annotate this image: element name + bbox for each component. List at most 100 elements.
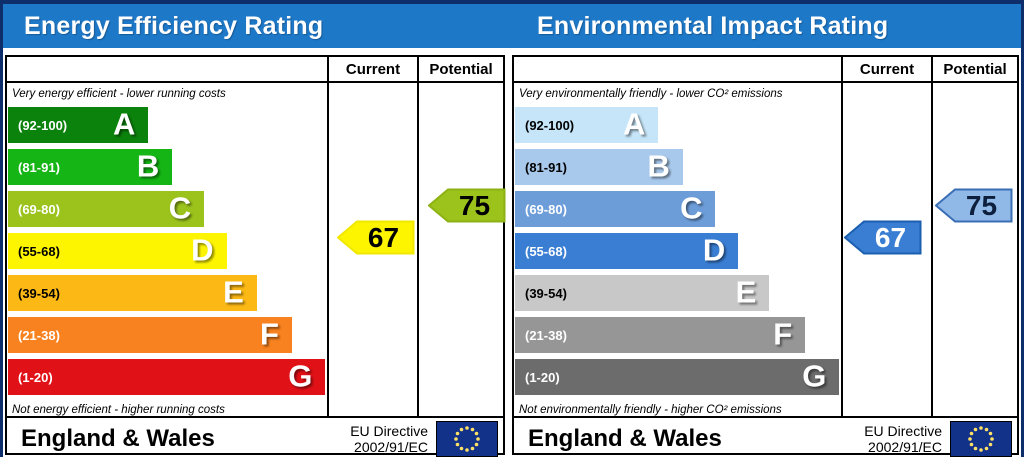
band-letter: A	[112, 106, 136, 142]
current-column-header: Current	[841, 57, 931, 81]
band-bar-d: (55-68) D	[8, 232, 227, 269]
left-arrow-shape	[844, 220, 922, 255]
eu-directive-label: EU Directive 2002/91/EC	[864, 423, 950, 455]
band-range-label: (69-80)	[525, 201, 567, 217]
energy-rating-title: Energy Efficiency Rating	[24, 11, 324, 40]
eu-directive-line1: EU Directive	[350, 422, 428, 439]
band-range-label: (1-20)	[18, 369, 53, 385]
band-bar-e: (39-54) E	[8, 274, 257, 311]
band-range-label: (21-38)	[525, 327, 567, 343]
band-bar-c: (69-80) C	[8, 190, 205, 227]
band-letter: B	[647, 148, 670, 184]
region-label: England & Wales	[21, 425, 215, 452]
eu-directive-label: EU Directive 2002/91/EC	[350, 423, 436, 455]
band-row-b: (81-91) B	[8, 148, 327, 191]
band-row-a: (92-100) A	[8, 106, 327, 149]
potential-rating-value: 75	[458, 189, 491, 221]
band-row-c: (69-80) C	[515, 190, 841, 233]
current-column	[841, 83, 931, 416]
left-arrow-shape	[337, 220, 415, 255]
potential-column-header: Potential	[931, 57, 1017, 81]
band-row-e: (39-54) E	[8, 274, 327, 317]
potential-column	[417, 83, 503, 416]
header-band: Energy Efficiency Rating Environmental I…	[3, 4, 1021, 48]
band-letter: C	[680, 190, 703, 226]
enviro-bands-cell: Very environmentally friendly - lower CO…	[514, 83, 841, 416]
potential-column-header: Potential	[417, 57, 503, 81]
band-row-e: (39-54) E	[515, 274, 841, 317]
band-letter: A	[623, 106, 646, 142]
eu-flag-icon	[436, 421, 498, 457]
band-bar-f: (21-38) F	[515, 316, 806, 353]
band-bar-a: (92-100) A	[8, 106, 149, 143]
band-range-label: (92-100)	[525, 117, 575, 133]
band-bar-g: (1-20) G	[8, 358, 326, 395]
band-row-d: (55-68) D	[8, 232, 327, 275]
band-bar-d: (55-68) D	[515, 232, 739, 269]
band-bar-e: (39-54) E	[515, 274, 770, 311]
enviro-bottom-caption: Not environmentally friendly - higher CO…	[519, 404, 782, 416]
band-range-label: (81-91)	[525, 159, 567, 175]
band-bar-b: (81-91) B	[515, 148, 683, 185]
band-row-f: (21-38) F	[8, 316, 327, 359]
energy-bottom-caption: Not energy efficient - higher running co…	[12, 404, 225, 416]
band-range-label: (55-68)	[18, 243, 60, 259]
band-letter: C	[168, 190, 192, 226]
current-rating-arrow: 67	[337, 220, 415, 255]
header-spacer	[7, 57, 327, 81]
potential-rating-value: 75	[965, 189, 998, 221]
current-rating-arrow: 67	[844, 220, 922, 255]
potential-rating-arrow: 75	[428, 188, 506, 223]
band-bar-c: (69-80) C	[515, 190, 716, 227]
band-bar-f: (21-38) F	[8, 316, 292, 353]
band-range-label: (39-54)	[525, 285, 567, 301]
enviro-footer: England & Wales EU Directive 2002/91/EC	[514, 416, 1017, 457]
band-range-label: (69-80)	[18, 201, 60, 217]
eu-directive-line2: 2002/91/EC	[868, 439, 942, 455]
energy-top-caption: Very energy efficient - lower running co…	[12, 88, 226, 100]
band-letter: D	[702, 232, 726, 268]
band-letter: F	[259, 316, 279, 352]
band-range-label: (21-38)	[18, 327, 60, 343]
band-row-g: (1-20) G	[8, 358, 327, 401]
eu-flag-icon	[950, 421, 1012, 457]
potential-rating-arrow: 75	[935, 188, 1013, 223]
current-rating-value: 67	[367, 221, 400, 253]
enviro-table-body: Very environmentally friendly - lower CO…	[514, 83, 1017, 416]
current-rating-value: 67	[874, 221, 907, 253]
band-range-label: (55-68)	[525, 243, 567, 259]
band-bar-a: (92-100) A	[515, 106, 659, 143]
band-range-label: (39-54)	[18, 285, 60, 301]
eu-directive-line2: 2002/91/EC	[354, 439, 428, 455]
region-label: England & Wales	[528, 425, 722, 452]
band-range-label: (92-100)	[18, 117, 68, 133]
band-row-c: (69-80) C	[8, 190, 327, 233]
band-range-label: (1-20)	[525, 369, 560, 385]
energy-bands-cell: Very energy efficient - lower running co…	[7, 83, 327, 416]
energy-band-scale: (92-100) A (81-91) B (69-80) C (55-68) D (39-54)…	[8, 106, 327, 401]
header-spacer	[514, 57, 841, 81]
energy-table-header: Current Potential	[7, 57, 503, 83]
band-letter: E	[223, 274, 244, 310]
band-letter: E	[735, 274, 757, 310]
eu-directive-line1: EU Directive	[864, 422, 942, 439]
band-bar-b: (81-91) B	[8, 148, 173, 185]
enviro-top-caption: Very environmentally friendly - lower CO…	[519, 88, 783, 100]
current-column	[327, 83, 417, 416]
left-arrow-shape	[428, 188, 506, 223]
band-letter: D	[191, 232, 214, 268]
energy-table-body: Very energy efficient - lower running co…	[7, 83, 506, 416]
band-letter: G	[288, 358, 313, 394]
environmental-rating-title: Environmental Impact Rating	[537, 11, 889, 40]
environmental-impact-panel: Current Potential Very environmentally f…	[512, 55, 1019, 457]
band-row-d: (55-68) D	[515, 232, 841, 275]
band-letter: G	[802, 358, 827, 394]
band-row-a: (92-100) A	[515, 106, 841, 149]
energy-efficiency-panel: Current Potential Very energy efficient …	[5, 55, 506, 457]
band-letter: F	[773, 316, 793, 352]
band-row-g: (1-20) G	[515, 358, 841, 401]
left-arrow-shape	[935, 188, 1013, 223]
current-column-header: Current	[327, 57, 417, 81]
energy-footer: England & Wales EU Directive 2002/91/EC	[7, 416, 503, 457]
